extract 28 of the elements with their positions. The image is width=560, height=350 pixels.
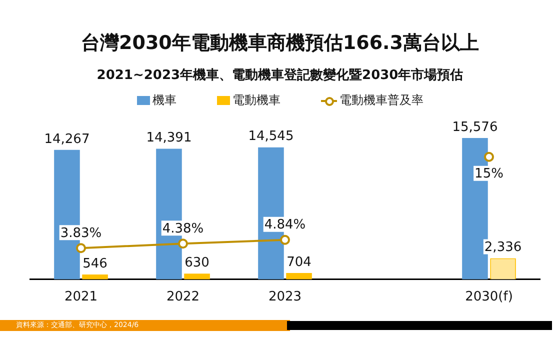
legend-label: 電動機車普及率 — [340, 92, 424, 109]
data-label: 3.83% — [60, 226, 102, 241]
data-label: 2,336 — [484, 240, 522, 256]
legend-label: 機車 — [152, 92, 176, 109]
data-label: 4.84% — [264, 218, 306, 233]
data-label: 546 — [82, 256, 108, 272]
data-label: 4.38% — [162, 221, 204, 236]
data-label: 15% — [474, 166, 504, 182]
data-label: 15,576 — [452, 120, 498, 135]
x-tick-label: 2023 — [268, 290, 302, 305]
bar — [82, 274, 108, 280]
data-label: 14,391 — [146, 130, 192, 146]
x-tick-label: 2022 — [166, 290, 200, 305]
point — [178, 238, 188, 249]
point — [280, 234, 290, 245]
x-tick-label: 2021 — [64, 290, 98, 305]
point — [484, 152, 494, 162]
chart-subtitle: 2021~2023年機車、電動機車登記數變化暨2030年市場預估 — [96, 66, 464, 84]
data-label: 704 — [286, 254, 312, 270]
chart-title: 台灣2030年電動機車商機預估166.3萬台以上 — [80, 31, 480, 56]
point — [76, 243, 86, 254]
data-label: 14,267 — [44, 132, 90, 147]
bar — [184, 274, 210, 280]
legend-label: 電動機車 — [232, 92, 280, 109]
data-label: 630 — [184, 256, 210, 271]
x-tick-label: 2030(f) — [465, 290, 513, 305]
bar — [286, 273, 312, 280]
data-label: 14,545 — [248, 129, 294, 144]
